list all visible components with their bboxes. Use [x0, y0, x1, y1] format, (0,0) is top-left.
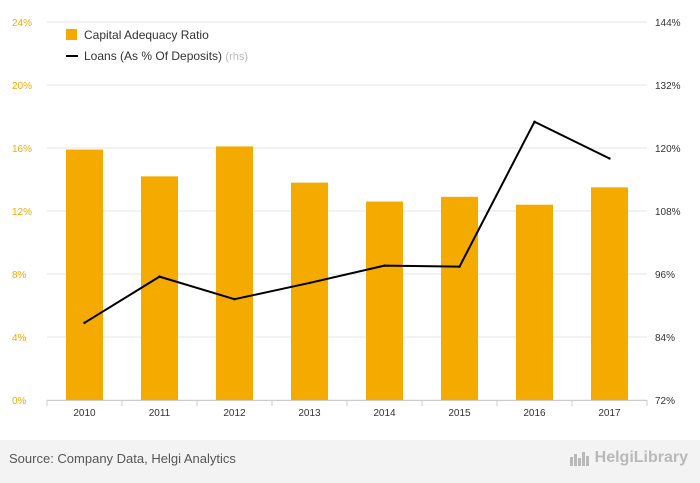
y-right-tick-label: 84% [655, 333, 675, 344]
bar [291, 182, 328, 400]
bar [141, 176, 178, 400]
gridlines [47, 21, 647, 401]
x-tick-label: 2010 [73, 408, 96, 419]
legend-bar-swatch [66, 29, 77, 40]
y-left-tick-label: 12% [12, 207, 32, 218]
line-point [383, 264, 386, 267]
bar [516, 204, 553, 400]
x-tick-label: 2013 [298, 408, 321, 419]
bar [591, 187, 628, 400]
y-left-tick-label: 16% [12, 144, 32, 155]
line-point [458, 265, 461, 268]
y-right-tick-label: 96% [655, 270, 675, 281]
y-right-tick-label: 108% [655, 207, 681, 218]
bar [366, 201, 403, 400]
combo-chart: 0% 4% 8% 12% 16% 20% 24% 72% 84% 96% 108% 120% 132% 1… [12, 18, 681, 419]
y-left-tick-label: 0% [12, 396, 27, 407]
y-left-tick-label: 4% [12, 333, 27, 344]
legend-line-suffix: (rhs) [225, 51, 248, 63]
bar [441, 196, 478, 400]
line-series [83, 120, 611, 325]
line-point [608, 157, 611, 160]
footer: Source: Company Data, Helgi Analytics He… [0, 440, 700, 483]
x-tick-label: 2017 [598, 408, 621, 419]
x-tick-label: 2016 [523, 408, 546, 419]
line-point [308, 281, 311, 285]
legend-line-name: Loans (As % Of Deposits) [84, 49, 222, 63]
axes: 0% 4% 8% 12% 16% 20% 24% 72% 84% 96% 108% 120% 132% 1… [12, 18, 681, 419]
bar [216, 146, 253, 400]
y-right-tick-label: 72% [655, 396, 675, 407]
bar-series [66, 146, 628, 400]
y-left-tick-label: 20% [12, 81, 32, 92]
legend-line-label: Loans (As % Of Deposits) (rhs) [84, 49, 248, 63]
library-icon [569, 449, 591, 467]
y-right-tick-label: 132% [655, 81, 681, 92]
legend-bar-label: Capital Adequacy Ratio [84, 28, 209, 42]
source-text: Source: Company Data, Helgi Analytics [9, 451, 236, 466]
line-point [533, 120, 536, 123]
brand-logo[interactable]: HelgiLibrary [569, 449, 688, 467]
x-tick-label: 2014 [373, 408, 396, 419]
line-path [83, 120, 610, 324]
y-left-tick-label: 24% [12, 18, 32, 29]
y-right-tick-label: 144% [655, 18, 681, 29]
y-right-tick-label: 120% [655, 144, 681, 155]
x-tick-label: 2012 [223, 408, 246, 419]
y-left-tick-label: 8% [12, 270, 27, 281]
x-tick-label: 2015 [448, 408, 471, 419]
chart-area: 0% 4% 8% 12% 16% 20% 24% 72% 84% 96% 108% 120% 132% 1… [12, 18, 681, 419]
bar [66, 149, 103, 400]
line-point [233, 298, 236, 301]
x-tick-label: 2011 [149, 408, 171, 419]
legend: Capital Adequacy Ratio Loans (As % Of De… [66, 28, 248, 63]
brand-name: HelgiLibrary [594, 449, 688, 466]
line-point [158, 275, 161, 278]
line-point [83, 321, 86, 325]
